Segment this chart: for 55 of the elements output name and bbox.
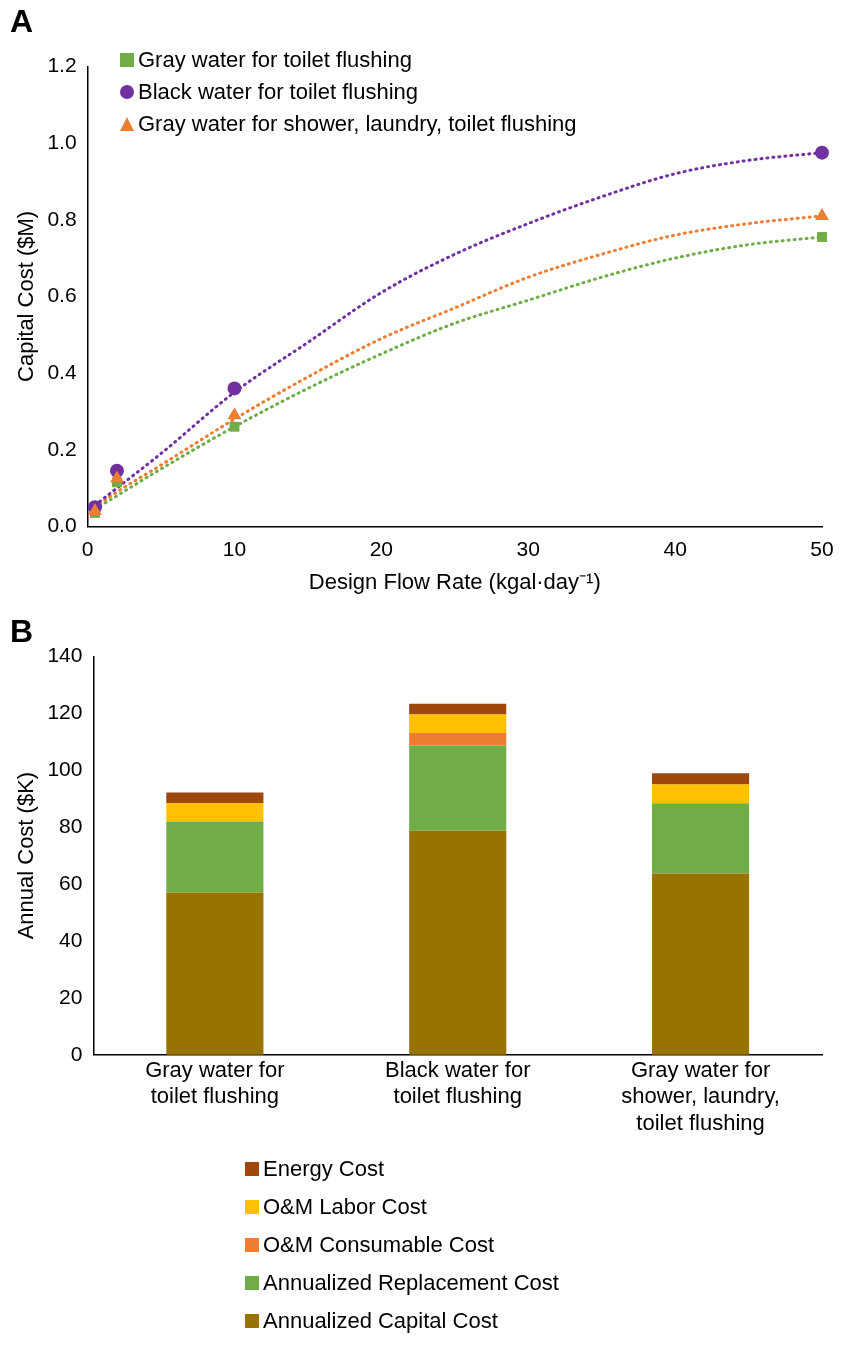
bar [409, 745, 507, 831]
legend-label: O&M Consumable Cost [263, 1231, 495, 1259]
x-tick-label: 40 [663, 536, 687, 560]
x-tick-label: 10 [222, 536, 247, 560]
legend-label: O&M Labor Cost [263, 1193, 427, 1221]
y-tick-label: 0.6 [47, 283, 77, 307]
y-tick-label: 0.2 [47, 436, 77, 460]
x-tick-label: 20 [369, 536, 394, 560]
point [227, 381, 242, 396]
chart-title: B [10, 613, 34, 650]
point [815, 145, 829, 160]
bar [166, 792, 264, 803]
bar [166, 892, 264, 1055]
y-tick-label: 60 [59, 870, 83, 894]
y-tick-label: 80 [59, 813, 83, 837]
bar [166, 821, 264, 893]
legend-label: Black water for toilet flushing [138, 78, 419, 106]
x-tick-label: Gray water for shower, laundry, toilet flushing [621, 1057, 780, 1135]
bar [652, 873, 750, 1055]
bar [409, 703, 507, 715]
bar [166, 802, 264, 822]
legend-label: Annualized Capital Cost [263, 1307, 498, 1335]
bar [652, 773, 750, 785]
bar [409, 830, 507, 1055]
bar [409, 732, 507, 746]
y-tick-label: 120 [47, 700, 83, 724]
y-tick-label: 1.2 [47, 53, 77, 77]
legend-label: Energy Cost [263, 1155, 385, 1183]
legend-label: Annualized Replacement Cost [263, 1269, 559, 1297]
y-tick-label: 0 [70, 1041, 83, 1065]
y-axis-title: Annual Cost ($K) [13, 771, 39, 940]
legend-label: Gray water for shower, laundry, toilet flushing [138, 110, 577, 138]
point [227, 407, 242, 420]
point [817, 232, 827, 242]
y-tick-label: 1.0 [47, 129, 77, 153]
x-tick-label: 30 [516, 536, 540, 560]
bar [652, 803, 750, 874]
y-axis-title: Capital Cost ($M) [13, 210, 39, 382]
x-tick-label: 50 [810, 536, 834, 560]
chart-title: A [10, 3, 34, 40]
y-tick-label: 0.0 [47, 513, 77, 537]
y-tick-label: 40 [59, 927, 83, 951]
x-axis-title: Design Flow Rate (kgal·day⁻¹) [308, 568, 601, 594]
y-tick-label: 0.8 [47, 206, 77, 230]
y-tick-label: 20 [59, 984, 83, 1008]
y-tick-label: 100 [47, 757, 83, 781]
y-tick-label: 0.4 [47, 359, 77, 383]
point [229, 421, 240, 432]
x-tick-label: Black water for toilet flushing [384, 1057, 531, 1109]
y-tick-label: 140 [47, 643, 83, 667]
bar [409, 714, 507, 733]
point [110, 470, 124, 483]
x-tick-label: Gray water for toilet flushing [145, 1057, 285, 1109]
bar [652, 784, 750, 804]
legend-label: Gray water for toilet flushing [138, 46, 412, 74]
